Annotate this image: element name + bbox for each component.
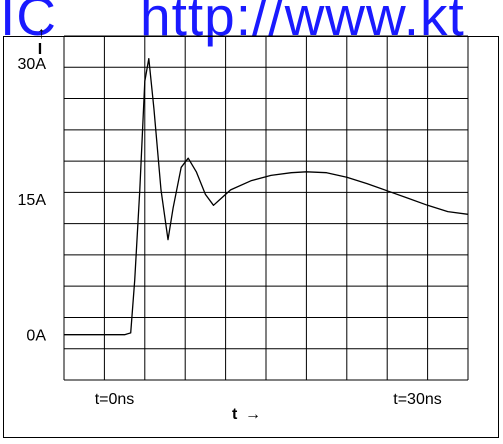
y-tick-labels: 0A 15A 30A	[18, 56, 47, 345]
watermark-left-text: IC	[0, 0, 57, 47]
y-axis-arrow: →	[31, 26, 48, 42]
x-tick-label: t=30ns	[393, 391, 441, 408]
y-tick-label: 15A	[18, 192, 47, 209]
x-tick-labels: t=0ns t=30ns	[95, 391, 442, 408]
y-tick-label: 0A	[26, 328, 46, 345]
x-axis-arrow: →	[245, 406, 261, 423]
x-axis-label: t	[232, 406, 238, 423]
watermark: IC http://www.kt	[0, 0, 503, 46]
x-tick-label: t=0ns	[95, 391, 135, 408]
y-axis-label: I	[38, 41, 42, 58]
grid	[63, 35, 469, 381]
watermark-url-text: http://www.kt	[140, 0, 465, 47]
current-waveform-line	[64, 57, 469, 336]
y-tick-label: 30A	[18, 56, 47, 73]
curve-layer	[64, 57, 469, 336]
axis-labels: I → t →	[31, 26, 261, 423]
